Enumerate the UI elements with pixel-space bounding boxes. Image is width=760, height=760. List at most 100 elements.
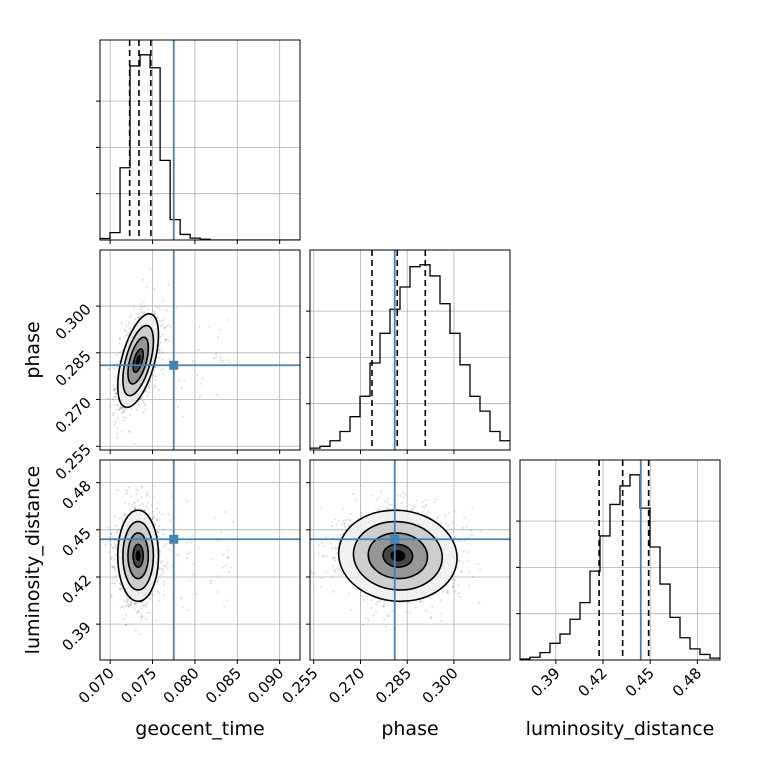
sample-point: [163, 326, 166, 330]
sample-point: [158, 320, 161, 323]
sample-point: [142, 301, 145, 304]
sample-point: [419, 601, 422, 604]
sample-point: [158, 518, 161, 521]
sample-point: [115, 408, 118, 411]
sample-point: [382, 603, 385, 606]
sample-point: [113, 395, 116, 398]
sample-point: [167, 339, 170, 343]
sample-point: [227, 556, 230, 559]
sample-point: [109, 539, 112, 542]
sample-point: [157, 591, 160, 595]
sample-point: [139, 615, 142, 619]
sample-point: [126, 601, 129, 604]
sample-point: [161, 528, 164, 531]
sample-point: [156, 580, 159, 583]
sample-point: [226, 359, 229, 362]
sample-point: [130, 407, 133, 410]
sample-point: [161, 513, 164, 516]
sample-point: [463, 516, 466, 519]
sample-point: [122, 617, 125, 620]
sample-point: [447, 524, 450, 527]
sample-point: [133, 507, 137, 510]
sample-point: [142, 402, 146, 405]
sample-point: [168, 548, 171, 552]
sample-point: [141, 615, 144, 619]
sample-point: [471, 576, 474, 579]
panel-frame: [99, 459, 301, 661]
sample-point: [380, 490, 383, 493]
ytick-label: 0.45: [58, 524, 94, 560]
sample-point: [429, 616, 433, 619]
sample-point: [138, 504, 141, 507]
sample-point: [219, 356, 222, 359]
sample-point: [162, 580, 166, 583]
sample-point: [150, 504, 154, 507]
sample-point: [135, 408, 138, 411]
sample-point: [451, 577, 454, 580]
sample-point: [430, 616, 433, 619]
sample-point: [140, 486, 144, 490]
sample-point: [165, 309, 169, 312]
sample-point: [126, 603, 129, 606]
sample-point: [126, 598, 129, 601]
sample-point: [411, 507, 414, 510]
sample-point: [118, 408, 121, 411]
sample-point: [133, 321, 136, 324]
sample-point: [360, 515, 363, 518]
sample-point: [118, 588, 122, 591]
sample-point: [351, 586, 355, 589]
sample-point: [94, 386, 96, 388]
sample-point: [198, 325, 201, 328]
sample-point: [384, 625, 388, 628]
sample-point: [382, 605, 385, 608]
xtick-label: 0.070: [75, 664, 118, 707]
sample-point: [347, 592, 350, 595]
sample-point: [325, 570, 328, 573]
sample-point: [110, 595, 113, 598]
sample-point: [119, 582, 122, 585]
contour-line: [127, 336, 150, 385]
sample-point: [452, 585, 455, 589]
sample-point: [166, 562, 169, 565]
sample-point: [185, 556, 189, 560]
truth-marker: [390, 534, 400, 544]
sample-point: [140, 303, 143, 306]
sample-point: [133, 442, 136, 446]
sample-point: [375, 499, 378, 502]
sample-point: [167, 512, 170, 516]
sample-point: [115, 392, 118, 395]
sample-point: [108, 405, 111, 408]
sample-point: [453, 510, 456, 513]
sample-point: [121, 406, 124, 409]
sample-point: [330, 524, 334, 528]
sample-point: [124, 604, 127, 608]
sample-point: [164, 339, 167, 342]
sample-point: [214, 352, 218, 356]
sample-point: [123, 599, 126, 602]
sample-point: [166, 566, 169, 570]
sample-point: [427, 510, 430, 513]
sample-point: [343, 525, 347, 529]
scatter-panel-luminosity-distance-vs-geocent-time: [96, 459, 301, 664]
sample-point: [113, 546, 117, 549]
sample-point: [144, 408, 147, 411]
panel-frame: [309, 459, 511, 661]
truth-marker: [169, 360, 179, 370]
sample-point: [423, 506, 426, 509]
sample-point: [180, 597, 183, 600]
sample-point: [377, 508, 381, 511]
sample-point: [148, 596, 151, 600]
sample-point: [391, 609, 394, 612]
sample-point: [161, 333, 164, 336]
panel-frame: [99, 249, 301, 451]
sample-point: [110, 532, 113, 535]
sample-point: [435, 498, 438, 501]
sample-point: [340, 570, 343, 573]
sample-point: [338, 567, 341, 571]
sample-point: [322, 554, 326, 557]
sample-point: [221, 360, 224, 363]
sample-point: [451, 585, 454, 588]
sample-point: [409, 611, 412, 614]
contour-line: [132, 348, 145, 374]
sample-point: [460, 571, 463, 574]
